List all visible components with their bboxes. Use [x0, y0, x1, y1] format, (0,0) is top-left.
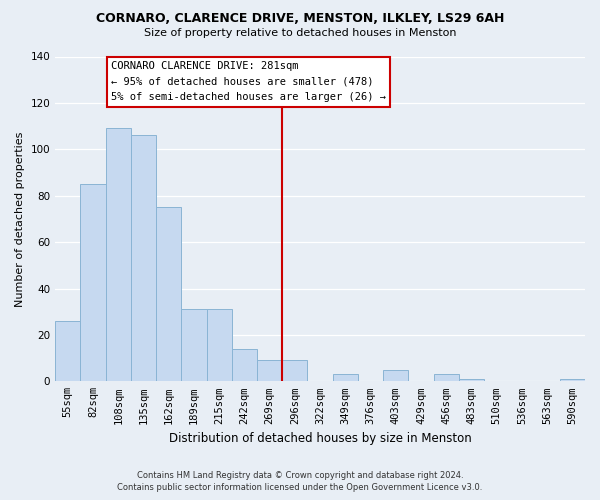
Bar [206, 310, 232, 382]
Bar [181, 310, 206, 382]
Bar [55, 321, 80, 382]
Bar [383, 370, 409, 382]
Bar [560, 379, 585, 382]
Bar [80, 184, 106, 382]
Bar [106, 128, 131, 382]
Bar [232, 349, 257, 382]
Bar [156, 208, 181, 382]
Bar [459, 379, 484, 382]
X-axis label: Distribution of detached houses by size in Menston: Distribution of detached houses by size … [169, 432, 472, 445]
Text: Contains HM Land Registry data © Crown copyright and database right 2024.
Contai: Contains HM Land Registry data © Crown c… [118, 471, 482, 492]
Bar [332, 374, 358, 382]
Bar [434, 374, 459, 382]
Text: CORNARO, CLARENCE DRIVE, MENSTON, ILKLEY, LS29 6AH: CORNARO, CLARENCE DRIVE, MENSTON, ILKLEY… [96, 12, 504, 26]
Y-axis label: Number of detached properties: Number of detached properties [15, 131, 25, 306]
Text: Size of property relative to detached houses in Menston: Size of property relative to detached ho… [144, 28, 456, 38]
Bar [257, 360, 282, 382]
Bar [131, 136, 156, 382]
Text: CORNARO CLARENCE DRIVE: 281sqm
← 95% of detached houses are smaller (478)
5% of : CORNARO CLARENCE DRIVE: 281sqm ← 95% of … [110, 61, 386, 102]
Bar [282, 360, 307, 382]
